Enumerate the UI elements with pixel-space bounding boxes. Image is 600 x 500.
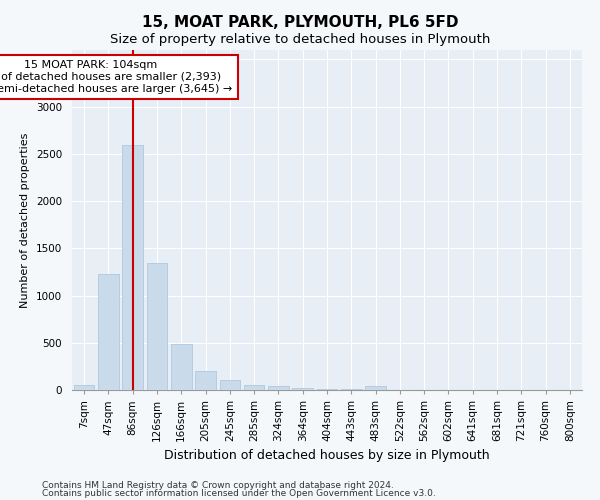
Text: 15 MOAT PARK: 104sqm
← 40% of detached houses are smaller (2,393)
60% of semi-de: 15 MOAT PARK: 104sqm ← 40% of detached h… <box>0 60 232 94</box>
Bar <box>244 385 265 390</box>
Y-axis label: Number of detached properties: Number of detached properties <box>20 132 31 308</box>
Bar <box>122 146 143 390</box>
Bar <box>341 389 362 390</box>
Bar <box>268 386 289 390</box>
X-axis label: Distribution of detached houses by size in Plymouth: Distribution of detached houses by size … <box>164 450 490 462</box>
Bar <box>74 386 94 390</box>
Bar <box>195 371 216 390</box>
Bar <box>98 274 119 390</box>
Bar <box>220 380 240 390</box>
Text: Contains public sector information licensed under the Open Government Licence v3: Contains public sector information licen… <box>42 489 436 498</box>
Text: Contains HM Land Registry data © Crown copyright and database right 2024.: Contains HM Land Registry data © Crown c… <box>42 480 394 490</box>
Text: 15, MOAT PARK, PLYMOUTH, PL6 5FD: 15, MOAT PARK, PLYMOUTH, PL6 5FD <box>142 15 458 30</box>
Bar <box>292 388 313 390</box>
Bar <box>146 262 167 390</box>
Text: Size of property relative to detached houses in Plymouth: Size of property relative to detached ho… <box>110 32 490 46</box>
Bar <box>365 386 386 390</box>
Bar <box>317 389 337 390</box>
Bar <box>171 344 191 390</box>
